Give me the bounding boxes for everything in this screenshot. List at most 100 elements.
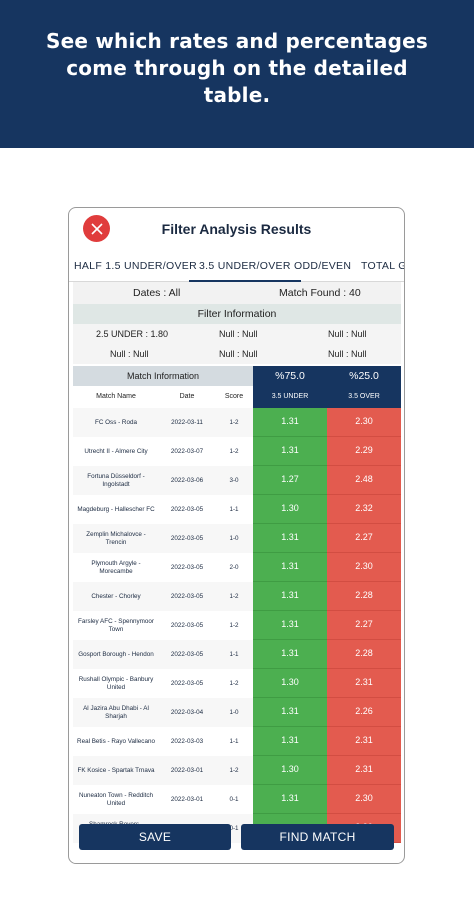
date-cell: 2022-03-05 [170, 505, 204, 513]
page-title: Filter Analysis Results [161, 221, 312, 237]
under-percentage: %75.0 [253, 366, 327, 386]
match-name-cell: Farsley AFC - Spennymoor Town [78, 618, 154, 633]
over-odds-cell: 2.31 [327, 669, 401, 698]
table-row[interactable]: FK Kosice - Spartak Trnava 2022-03-01 1-2 1… [73, 756, 401, 785]
score-cell: 1-1 [229, 505, 239, 513]
score-cell: 1-0 [229, 534, 239, 542]
filter-value: Null : Null [328, 349, 367, 359]
column-header-under: 3.5 UNDER [253, 386, 327, 408]
column-header-score: Score [224, 393, 244, 400]
over-odds-cell: 2.32 [327, 495, 401, 524]
score-cell: 1-2 [229, 766, 239, 774]
under-odds-cell: 1.31 [253, 553, 327, 582]
under-odds-cell: 1.31 [253, 611, 327, 640]
date-cell: 2022-03-05 [170, 650, 204, 658]
date-cell: 2022-03-01 [170, 766, 204, 774]
over-odds-cell: 2.30 [327, 785, 401, 814]
match-name-cell: Plymouth Argyle - Morecambe [91, 560, 141, 575]
match-name-cell: FC Oss - Roda [95, 418, 137, 426]
date-cell: 2022-03-05 [170, 534, 204, 542]
score-cell: 1-2 [229, 621, 239, 629]
match-name-cell: Nuneaton Town - Redditch United [78, 792, 154, 807]
results-table: Dates : All Match Found : 40 Filter Info… [73, 282, 401, 863]
over-odds-cell: 2.28 [327, 582, 401, 611]
close-icon [90, 222, 103, 235]
match-name-cell: Fortuna Düsseldorf - Ingolstadt [87, 473, 145, 488]
score-cell: 0-1 [229, 795, 239, 803]
column-header-match-name: Match Name [96, 393, 136, 400]
date-cell: 2022-03-05 [170, 592, 204, 600]
score-cell: 2-0 [229, 563, 239, 571]
over-odds-cell: 2.27 [327, 524, 401, 553]
score-cell: 1-1 [229, 737, 239, 745]
score-cell: 1-2 [229, 447, 239, 455]
under-odds-cell: 1.31 [253, 698, 327, 727]
under-odds-cell: 1.31 [253, 408, 327, 437]
table-row[interactable]: Nuneaton Town - Redditch United 2022-03-0… [73, 785, 401, 814]
match-name-cell: Al Jazira Abu Dhabi - Al Sharjah [83, 705, 149, 720]
under-odds-cell: 1.27 [253, 466, 327, 495]
over-odds-cell: 2.30 [327, 553, 401, 582]
close-button[interactable] [83, 215, 110, 242]
under-odds-cell: 1.30 [253, 756, 327, 785]
filter-information-header: Filter Information [73, 304, 401, 324]
app-header: Filter Analysis Results [69, 208, 404, 250]
filter-value: Null : Null [219, 349, 258, 359]
table-row[interactable]: Real Betis - Rayo Vallecano 2022-03-03 1-1… [73, 727, 401, 756]
over-odds-cell: 2.30 [327, 408, 401, 437]
match-name-cell: Utrecht II - Almere City [84, 447, 148, 455]
filter-row: 2.5 UNDER : 1.80 Null : Null Null : Null [73, 324, 401, 344]
under-odds-cell: 1.30 [253, 669, 327, 698]
tab-bar: HALF 1.5 UNDER/OVER 3.5 UNDER/OVER ODD/E… [69, 250, 404, 282]
date-cell: 2022-03-05 [170, 621, 204, 629]
under-odds-cell: 1.31 [253, 785, 327, 814]
table-row[interactable]: Rushall Olympic - Banbury United 2022-03-… [73, 669, 401, 698]
tab-odd-even[interactable]: ODD/EVEN [294, 260, 352, 272]
table-row[interactable]: Utrecht II - Almere City 2022-03-07 1-2 1.3… [73, 437, 401, 466]
score-cell: 1-2 [229, 679, 239, 687]
table-row[interactable]: Magdeburg - Hallescher FC 2022-03-05 1-1 1.… [73, 495, 401, 524]
promo-banner: See which rates and percentages come thr… [0, 0, 474, 148]
dates-label: Dates : All [133, 287, 181, 299]
score-cell: 1-0 [229, 708, 239, 716]
tab-half-1-5-under-over[interactable]: HALF 1.5 UNDER/OVER [74, 260, 197, 272]
score-cell: 1-1 [229, 650, 239, 658]
filter-value: 2.5 UNDER : 1.80 [96, 329, 169, 339]
table-row[interactable]: Al Jazira Abu Dhabi - Al Sharjah 2022-03-… [73, 698, 401, 727]
date-cell: 2022-03-05 [170, 563, 204, 571]
under-odds-cell: 1.30 [253, 495, 327, 524]
match-name-cell: Rushall Olympic - Banbury United [78, 676, 154, 691]
column-header-date: Date [179, 393, 195, 400]
match-information-header: Match Information [73, 366, 253, 386]
over-odds-cell: 2.31 [327, 727, 401, 756]
date-cell: 2022-03-07 [170, 447, 204, 455]
table-row[interactable]: Farsley AFC - Spennymoor Town 2022-03-05 1… [73, 611, 401, 640]
table-row[interactable]: Plymouth Argyle - Morecambe 2022-03-05 2-0… [73, 553, 401, 582]
date-cell: 2022-03-11 [171, 418, 203, 426]
table-row[interactable]: Zemplin Michalovce - Trencin 2022-03-05 1-… [73, 524, 401, 553]
date-cell: 2022-03-03 [170, 737, 204, 745]
tab-total-goals[interactable]: TOTAL G [361, 260, 405, 272]
table-row[interactable]: FC Oss - Roda 2022-03-11 1-2 1.31 2.30 [73, 408, 401, 437]
find-match-button[interactable]: FIND MATCH [241, 824, 394, 850]
match-name-cell: Gosport Borough - Hendon [78, 650, 154, 658]
over-odds-cell: 2.27 [327, 611, 401, 640]
filter-value: Null : Null [219, 329, 258, 339]
tab-3-5-under-over[interactable]: 3.5 UNDER/OVER [189, 250, 301, 282]
phone-frame: Filter Analysis Results HALF 1.5 UNDER/O… [68, 207, 405, 864]
filter-value: Null : Null [110, 349, 149, 359]
date-cell: 2022-03-05 [170, 679, 204, 687]
score-cell: 0-1 [229, 824, 239, 832]
over-percentage: %25.0 [327, 366, 401, 386]
under-odds-cell: 1.31 [253, 640, 327, 669]
save-button[interactable]: SAVE [79, 824, 231, 850]
over-odds-cell: 2.26 [327, 698, 401, 727]
table-row[interactable]: Chester - Chorley 2022-03-05 1-2 1.31 2.28 [73, 582, 401, 611]
match-name-cell: Magdeburg - Hallescher FC [77, 505, 155, 513]
match-name-cell: Zemplin Michalovce - Trencin [86, 531, 146, 546]
table-row[interactable]: Gosport Borough - Hendon 2022-03-05 1-1 1.3… [73, 640, 401, 669]
table-row[interactable]: Fortuna Düsseldorf - Ingolstadt 2022-03-0… [73, 466, 401, 495]
under-odds-cell: 1.31 [253, 524, 327, 553]
match-name-cell: Chester - Chorley [91, 592, 141, 600]
date-cell: 2022-03-04 [170, 708, 204, 716]
